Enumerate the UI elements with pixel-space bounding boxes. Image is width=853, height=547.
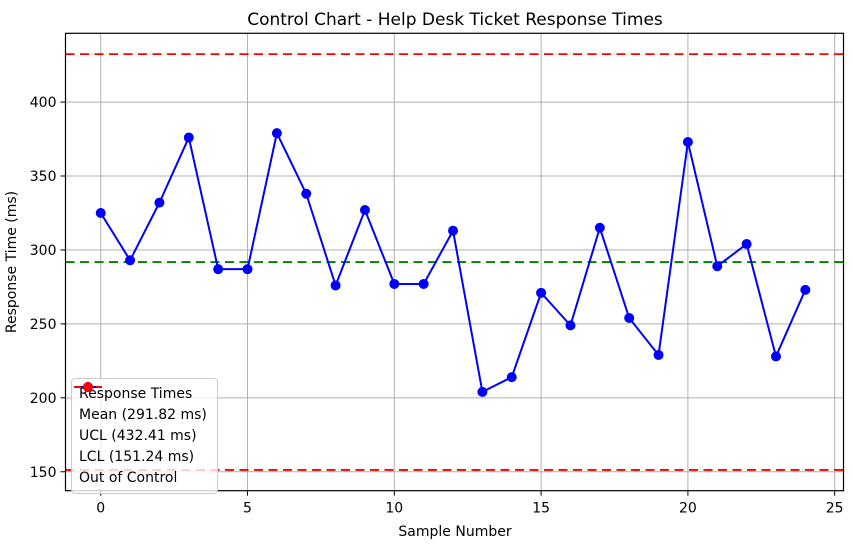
data-point [770, 351, 781, 362]
plot-border [64, 32, 845, 492]
series-layer [95, 128, 811, 397]
data-point [330, 280, 341, 291]
data-point [389, 278, 400, 289]
data-point [242, 264, 253, 275]
x-tick-label: 20 [679, 501, 697, 517]
legend-marker-sample [83, 382, 93, 392]
x-tick-label: 0 [96, 501, 105, 517]
legend-item: Mean (291.82 ms) [74, 386, 207, 425]
data-point [536, 287, 547, 298]
y-tick-label: 300 [30, 243, 57, 259]
data-point [741, 239, 752, 250]
data-point [154, 197, 165, 208]
legend-label: UCL (432.41 ms) [79, 428, 197, 444]
data-point [594, 222, 605, 233]
data-point [682, 136, 693, 147]
data-point [565, 320, 576, 331]
legend-label: Mean (291.82 ms) [79, 407, 207, 423]
data-point [477, 386, 488, 397]
data-point [712, 261, 723, 272]
y-tick-label: 250 [30, 317, 57, 333]
axis-layer: 0 5 10 15 20 25 150 200 250 300 350 400 [30, 95, 844, 517]
x-tick-label: 25 [826, 501, 844, 517]
data-point [125, 255, 136, 266]
legend-swatch-marker [83, 382, 93, 392]
legend: Response Times Mean (291.82 ms) UCL (432.4… [71, 378, 218, 494]
data-point [418, 278, 429, 289]
legend-label: LCL (151.24 ms) [79, 449, 195, 465]
y-axis-label: Response Time (ms) [4, 191, 20, 333]
data-point [213, 264, 224, 275]
data-point [653, 349, 664, 360]
x-axis-label: Sample Number [398, 524, 511, 540]
y-tick-label: 200 [30, 391, 57, 407]
legend-item: LCL (151.24 ms) [74, 386, 207, 467]
data-point [183, 132, 194, 143]
series-line [99, 132, 807, 393]
legend-label: Out of Control [79, 470, 178, 486]
y-tick-label: 400 [30, 95, 57, 111]
data-point [95, 207, 106, 218]
x-tick-label: 10 [385, 501, 403, 517]
chart-title: Control Chart - Help Desk Ticket Respons… [247, 10, 663, 30]
data-point [506, 372, 517, 383]
x-tick-label: 5 [243, 501, 252, 517]
data-point [624, 312, 635, 323]
x-tick-label: 15 [532, 501, 550, 517]
data-point [800, 284, 811, 295]
y-tick-label: 350 [30, 169, 57, 185]
y-tick-label: 150 [30, 465, 57, 481]
data-point [301, 188, 312, 199]
legend-label: Response Times [79, 386, 193, 402]
data-point [359, 205, 370, 216]
legend-item: UCL (432.41 ms) [74, 386, 207, 446]
data-point [448, 225, 459, 236]
legend-item: Out of Control [79, 382, 207, 488]
data-point [271, 128, 282, 139]
